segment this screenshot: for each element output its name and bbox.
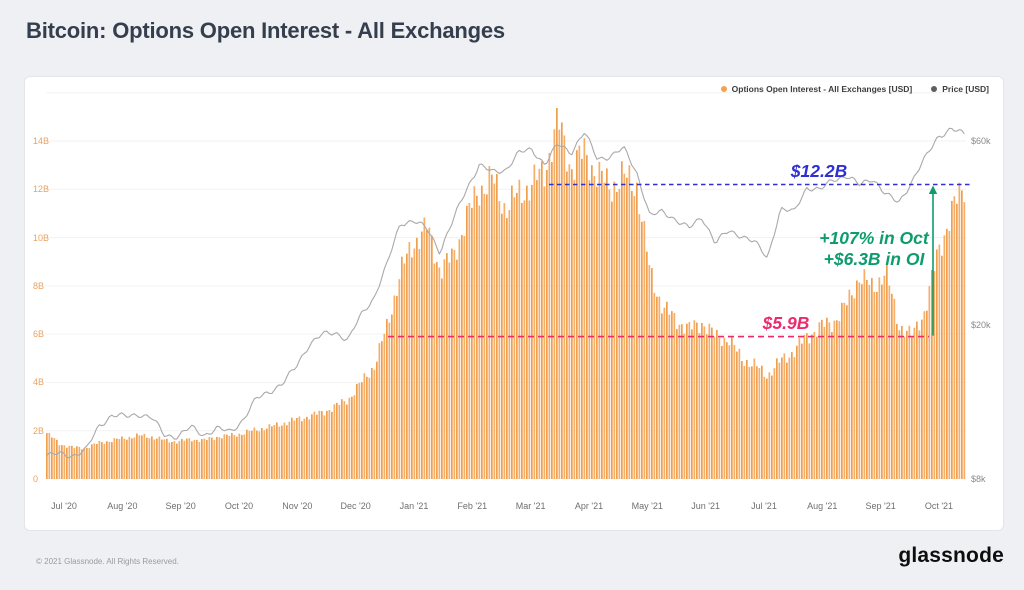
price-series-marker-icon — [931, 86, 938, 92]
page-title: Bitcoin: Options Open Interest - All Exc… — [26, 18, 505, 43]
legend-item-price[interactable]: Price [USD] — [931, 84, 989, 94]
legend-label-price: Price [USD] — [942, 84, 989, 94]
legend-item-open-interest[interactable]: Options Open Interest - All Exchanges [U… — [720, 84, 913, 94]
oi-series-marker-icon — [720, 86, 727, 92]
legend-label-open-interest: Options Open Interest - All Exchanges [U… — [731, 84, 913, 94]
copyright-text: © 2021 Glassnode. All Rights Reserved. — [36, 557, 179, 566]
glassnode-logo: glassnode — [898, 544, 1004, 567]
chart-plot-area[interactable] — [25, 77, 1005, 532]
chart-legend: Options Open Interest - All Exchanges [U… — [720, 84, 989, 94]
chart-card: 0 2B 4B 6B 8B 10B 12B 14B $8k $20k $60k Jul '20 Au… — [24, 76, 1004, 531]
